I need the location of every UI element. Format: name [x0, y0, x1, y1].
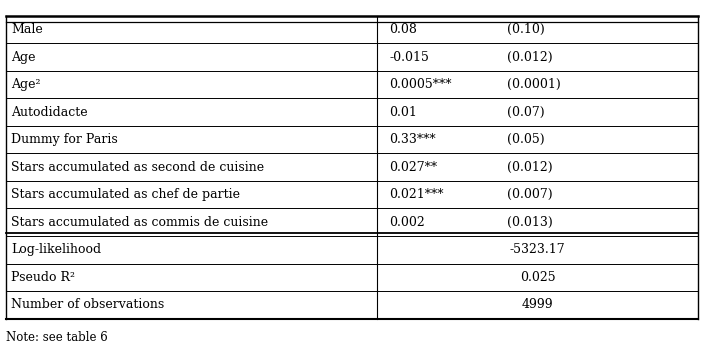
Text: (0.10): (0.10) — [507, 23, 545, 36]
Text: -0.015: -0.015 — [389, 51, 429, 64]
Text: 0.027**: 0.027** — [389, 161, 437, 174]
Text: Stars accumulated as second de cuisine: Stars accumulated as second de cuisine — [11, 161, 265, 174]
Text: Age²: Age² — [11, 78, 41, 91]
Text: (0.013): (0.013) — [507, 216, 553, 229]
Text: (0.012): (0.012) — [507, 161, 553, 174]
Text: (0.007): (0.007) — [507, 188, 553, 201]
Text: Stars accumulated as chef de partie: Stars accumulated as chef de partie — [11, 188, 240, 201]
Text: 0.021***: 0.021*** — [389, 188, 444, 201]
Text: (0.05): (0.05) — [507, 133, 544, 146]
Text: (0.07): (0.07) — [507, 106, 544, 119]
Text: 0.33***: 0.33*** — [389, 133, 436, 146]
Text: 4999: 4999 — [522, 298, 553, 311]
Text: Dummy for Paris: Dummy for Paris — [11, 133, 118, 146]
Text: 0.0005***: 0.0005*** — [389, 78, 452, 91]
Text: 0.01: 0.01 — [389, 106, 417, 119]
Text: Stars accumulated as commis de cuisine: Stars accumulated as commis de cuisine — [11, 216, 268, 229]
Text: 0.025: 0.025 — [520, 271, 555, 284]
Text: -5323.17: -5323.17 — [510, 243, 565, 256]
Text: Number of observations: Number of observations — [11, 298, 165, 311]
Text: Pseudo R²: Pseudo R² — [11, 271, 75, 284]
Text: Male: Male — [11, 23, 43, 36]
Text: (0.0001): (0.0001) — [507, 78, 560, 91]
Text: Note: see table 6: Note: see table 6 — [6, 332, 108, 344]
Text: 0.08: 0.08 — [389, 23, 417, 36]
Text: Age: Age — [11, 51, 36, 64]
Text: (0.012): (0.012) — [507, 51, 553, 64]
Text: Autodidacte: Autodidacte — [11, 106, 88, 119]
Text: Log-likelihood: Log-likelihood — [11, 243, 101, 256]
Text: 0.002: 0.002 — [389, 216, 425, 229]
